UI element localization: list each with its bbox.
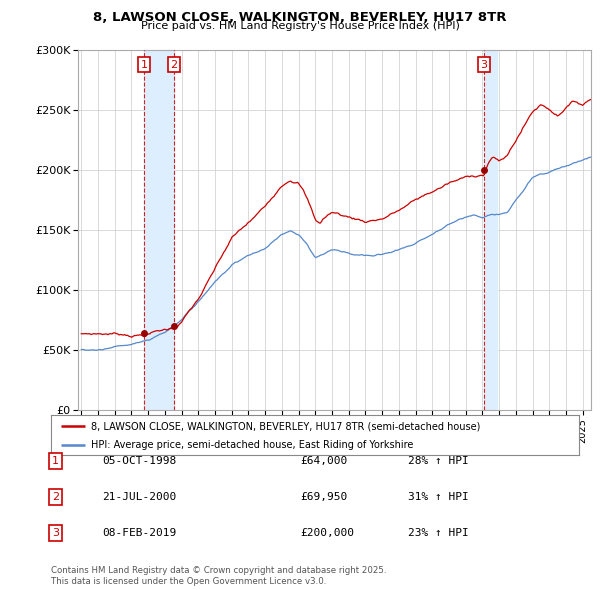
Text: 8, LAWSON CLOSE, WALKINGTON, BEVERLEY, HU17 8TR: 8, LAWSON CLOSE, WALKINGTON, BEVERLEY, H… xyxy=(93,11,507,24)
Text: £200,000: £200,000 xyxy=(300,529,354,538)
Text: 3: 3 xyxy=(481,60,488,70)
Text: HPI: Average price, semi-detached house, East Riding of Yorkshire: HPI: Average price, semi-detached house,… xyxy=(91,441,413,450)
Text: 31% ↑ HPI: 31% ↑ HPI xyxy=(408,493,469,502)
Text: 8, LAWSON CLOSE, WALKINGTON, BEVERLEY, HU17 8TR (semi-detached house): 8, LAWSON CLOSE, WALKINGTON, BEVERLEY, H… xyxy=(91,421,480,431)
Bar xyxy=(144,50,174,410)
Bar xyxy=(484,50,497,410)
Text: 23% ↑ HPI: 23% ↑ HPI xyxy=(408,529,469,538)
Text: 2: 2 xyxy=(52,493,59,502)
Text: Price paid vs. HM Land Registry's House Price Index (HPI): Price paid vs. HM Land Registry's House … xyxy=(140,21,460,31)
Text: £64,000: £64,000 xyxy=(300,457,347,466)
Text: 2: 2 xyxy=(170,60,178,70)
Text: 05-OCT-1998: 05-OCT-1998 xyxy=(102,457,176,466)
Text: 1: 1 xyxy=(140,60,148,70)
Text: 28% ↑ HPI: 28% ↑ HPI xyxy=(408,457,469,466)
Text: £69,950: £69,950 xyxy=(300,493,347,502)
Text: Contains HM Land Registry data © Crown copyright and database right 2025.
This d: Contains HM Land Registry data © Crown c… xyxy=(51,566,386,586)
Text: 1: 1 xyxy=(52,457,59,466)
Text: 08-FEB-2019: 08-FEB-2019 xyxy=(102,529,176,538)
Text: 21-JUL-2000: 21-JUL-2000 xyxy=(102,493,176,502)
Text: 3: 3 xyxy=(52,529,59,538)
